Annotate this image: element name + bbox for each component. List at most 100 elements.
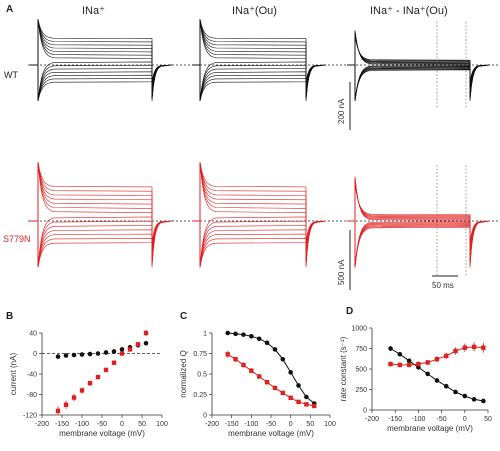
data-point bbox=[425, 360, 430, 365]
current-trace bbox=[30, 64, 173, 102]
data-point bbox=[143, 330, 149, 336]
current-trace bbox=[30, 64, 173, 102]
data-point bbox=[111, 360, 117, 365]
y-tick-label: 0.25 bbox=[193, 392, 207, 399]
series-line bbox=[227, 353, 315, 407]
data-point bbox=[87, 381, 93, 386]
current-trace bbox=[30, 64, 173, 102]
data-point bbox=[119, 347, 125, 352]
col3-header: INa⁺ - INa⁺(Ou) bbox=[370, 5, 448, 17]
data-point bbox=[388, 346, 393, 351]
current-trace bbox=[30, 220, 173, 268]
y-tick-label: 0 bbox=[203, 413, 207, 420]
data-point bbox=[111, 349, 117, 354]
data-point bbox=[95, 351, 101, 356]
row1-label: WT bbox=[4, 70, 18, 80]
y-tick-label: 1 bbox=[203, 331, 207, 338]
data-point bbox=[304, 402, 309, 407]
data-point bbox=[79, 352, 85, 357]
series-1 bbox=[388, 342, 486, 368]
row2-label: S779N bbox=[3, 234, 31, 244]
x-tick-label: 0 bbox=[463, 416, 467, 423]
current-trace bbox=[30, 64, 173, 102]
x-tick-label: -200 bbox=[365, 416, 379, 423]
data-point bbox=[481, 398, 486, 404]
data-point bbox=[397, 362, 403, 368]
y-axis-label: current (nA) bbox=[9, 353, 18, 396]
x-axis-label: membrane voltage (mV) bbox=[59, 429, 145, 438]
y-tick-label: 250 bbox=[355, 387, 367, 394]
data-point bbox=[264, 380, 270, 385]
data-point bbox=[296, 383, 301, 388]
x-tick-label: -150 bbox=[388, 416, 402, 423]
data-point bbox=[87, 351, 93, 357]
data-point bbox=[63, 402, 69, 407]
data-point bbox=[434, 378, 440, 383]
y-tick-label: -80 bbox=[27, 392, 37, 399]
data-point bbox=[249, 368, 254, 373]
data-point bbox=[406, 358, 412, 364]
current-trace bbox=[30, 220, 173, 268]
panel-d: D-200 -150 -100 -50 0 5010007505002500membran… bbox=[339, 306, 492, 433]
data-point bbox=[55, 354, 61, 359]
x-tick-label: -100 bbox=[75, 421, 89, 428]
data-point bbox=[249, 333, 254, 339]
y-tick-label: 0 bbox=[33, 351, 37, 358]
scale-bar-1-label: 200 nA bbox=[337, 98, 346, 124]
current-trace bbox=[30, 216, 173, 268]
data-point bbox=[241, 332, 246, 337]
current-trace bbox=[192, 220, 327, 268]
x-tick-label: -150 bbox=[55, 421, 69, 428]
x-tick-label: -200 bbox=[205, 421, 219, 428]
x-tick-label: -50 bbox=[266, 421, 276, 428]
col1-header: INa⁺ bbox=[82, 5, 105, 17]
data-point bbox=[388, 361, 393, 367]
y-tick-label: 1000 bbox=[351, 326, 367, 333]
current-trace bbox=[347, 220, 491, 268]
panel-label: C bbox=[180, 311, 187, 322]
current-trace bbox=[30, 64, 173, 102]
panel-c: C-200 -150 -100 -50 0 50 10010.750.50.250membr… bbox=[179, 311, 336, 438]
data-point bbox=[79, 388, 85, 393]
data-point bbox=[462, 393, 468, 399]
current-trace bbox=[30, 61, 173, 102]
data-point bbox=[257, 374, 262, 379]
current-trace bbox=[30, 220, 173, 268]
current-trace bbox=[30, 220, 173, 268]
data-point bbox=[481, 345, 486, 350]
current-trace bbox=[347, 220, 491, 268]
data-point bbox=[462, 345, 467, 350]
data-point bbox=[63, 353, 69, 358]
data-point bbox=[288, 395, 293, 400]
data-point bbox=[443, 383, 449, 389]
data-point bbox=[416, 361, 421, 367]
x-axis-label: membrane voltage (mV) bbox=[228, 429, 314, 438]
x-tick-label: 50 bbox=[138, 421, 146, 428]
data-point bbox=[312, 403, 317, 409]
x-tick-label: -100 bbox=[244, 421, 258, 428]
data-point bbox=[272, 347, 278, 352]
current-trace bbox=[30, 162, 173, 257]
x-tick-label: -100 bbox=[411, 416, 425, 423]
data-point bbox=[71, 352, 77, 358]
data-point bbox=[471, 397, 477, 402]
summary-plots: B-200 -150 -100 -50 0 50 100400-40-80-120membr… bbox=[6, 306, 492, 438]
x-tick-label: 100 bbox=[324, 421, 336, 428]
panel-b: B -200 -150 -100 -50 0 50 100 40 0 -40 -80 -120 membr… bbox=[6, 311, 168, 438]
x-axis-label: membrane voltage (mV) bbox=[387, 424, 473, 433]
data-point bbox=[233, 331, 238, 337]
data-point bbox=[397, 351, 403, 357]
data-point bbox=[406, 362, 412, 368]
series-0 bbox=[388, 346, 486, 404]
scale-bar-time-label: 50 ms bbox=[432, 281, 454, 290]
data-point bbox=[225, 352, 230, 357]
data-point bbox=[434, 356, 440, 362]
col2-header: INa⁺(Ou) bbox=[232, 5, 277, 17]
y-axis-label: rate constant (s⁻¹) bbox=[339, 336, 348, 401]
current-trace bbox=[30, 19, 173, 102]
data-point bbox=[280, 356, 286, 362]
current-trace bbox=[30, 220, 173, 268]
x-tick-label: -50 bbox=[437, 416, 447, 423]
series-line bbox=[390, 346, 484, 366]
